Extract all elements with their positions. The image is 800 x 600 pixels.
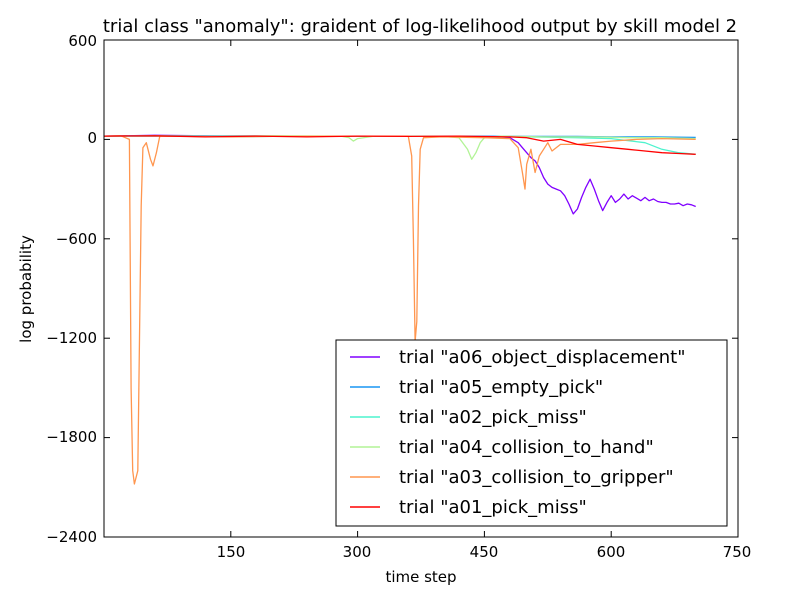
legend-label: trial "a03_collision_to_gripper"	[399, 467, 674, 488]
legend-label: trial "a02_pick_miss"	[399, 407, 587, 428]
x-tick-label: 450	[470, 543, 499, 561]
legend-label: trial "a01_pick_miss"	[399, 497, 587, 518]
legend-box	[335, 339, 728, 527]
legend: trial "a06_object_displacement" trial "a…	[335, 339, 728, 527]
y-axis-label: log probability	[17, 235, 35, 343]
y-tick-label: 0	[87, 129, 97, 147]
series-line-0	[103, 134, 696, 215]
chart-title: trial class "anomaly": graident of log-l…	[103, 16, 737, 37]
y-tick-label: −1800	[46, 428, 97, 446]
series-line-4	[103, 135, 696, 485]
x-axis-label: time step	[385, 568, 456, 586]
y-tick-label: −1200	[46, 329, 97, 347]
series-layer	[103, 134, 696, 485]
y-tick-label: −600	[56, 230, 97, 248]
x-tick-label: 750	[723, 543, 752, 561]
legend-label: trial "a04_collision_to_hand"	[399, 437, 654, 458]
y-tick-label: 600	[68, 32, 97, 50]
ticks-layer	[104, 40, 738, 537]
x-tick-label: 300	[343, 543, 372, 561]
y-tick-label: −2400	[46, 528, 97, 546]
series-line-5	[103, 135, 696, 155]
x-tick-label: 150	[217, 543, 246, 561]
x-tick-label: 600	[597, 543, 626, 561]
plot-frame	[103, 39, 739, 538]
legend-label: trial "a06_object_displacement"	[399, 347, 685, 368]
legend-label: trial "a05_empty_pick"	[399, 377, 603, 398]
